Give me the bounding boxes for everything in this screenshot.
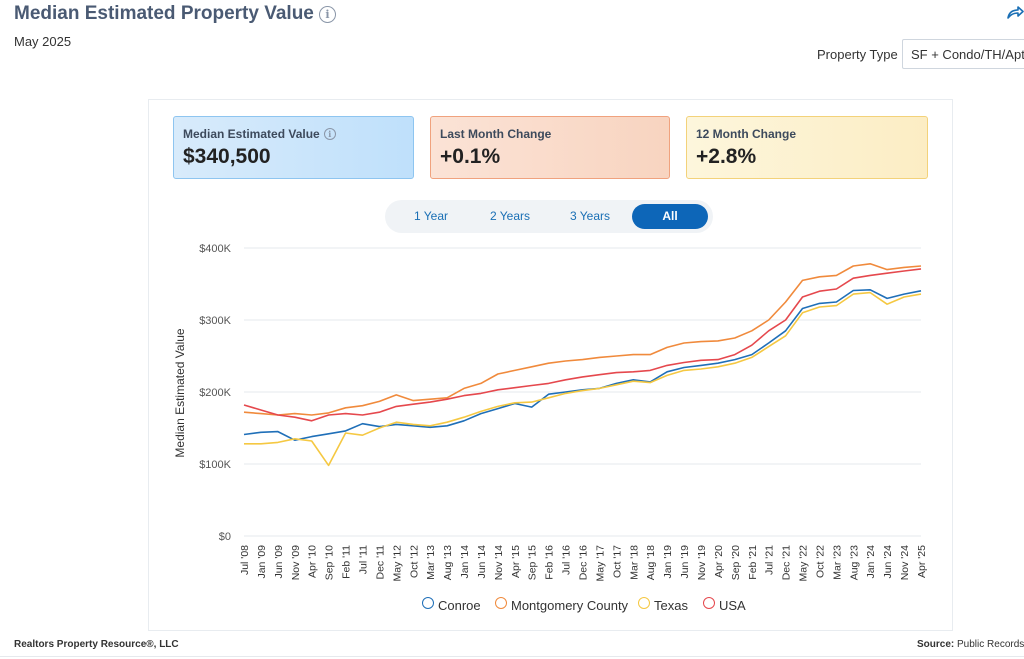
x-tick-label: Jun '24: [882, 545, 894, 579]
x-tick-label: Feb '21: [747, 545, 759, 580]
x-tick-label: Dec '16: [578, 545, 590, 580]
x-tick-label: Apr '20: [713, 545, 725, 578]
x-tick-label: Sep '10: [324, 545, 336, 580]
legend-item-usa[interactable]: USA: [703, 597, 746, 613]
legend-label: USA: [719, 598, 746, 613]
x-tick-label: Jan '14: [459, 545, 471, 579]
range-1-year-button[interactable]: 1 Year: [413, 209, 449, 223]
last-month-change-value: +0.1%: [440, 145, 501, 168]
x-tick-label: Aug '23: [848, 545, 860, 580]
x-tick-label: Nov '09: [290, 545, 302, 580]
footer-divider: [0, 656, 1024, 657]
x-tick-label: Jun '14: [476, 545, 488, 579]
legend-item-montgomery-county[interactable]: Montgomery County: [495, 597, 628, 613]
x-tick-label: Aug '13: [442, 545, 454, 580]
x-tick-label: Oct '22: [814, 545, 826, 578]
legend-label: Texas: [654, 598, 688, 613]
x-tick-label: Aug '18: [645, 545, 657, 580]
legend-marker-icon: [422, 597, 434, 609]
time-range-selector: 1 Year 2 Years 3 Years All: [385, 200, 713, 233]
source-label: Source:: [917, 639, 955, 650]
x-tick-label: Mar '13: [425, 545, 437, 580]
median-value: $340,500: [183, 145, 271, 168]
legend-item-conroe[interactable]: Conroe: [422, 597, 481, 613]
median-value-card: Median Estimated Value i $340,500: [173, 116, 414, 179]
x-tick-label: Jun '09: [273, 545, 285, 579]
x-tick-label: Apr '15: [510, 545, 522, 578]
series-line-usa[interactable]: [243, 268, 922, 422]
x-tick-label: Apr '10: [307, 545, 319, 578]
y-axis-label: Median Estimated Value: [173, 328, 187, 458]
series-line-conroe[interactable]: [243, 289, 922, 441]
median-value-label: Median Estimated Value: [183, 127, 320, 141]
x-tick-label: Jul '11: [357, 545, 369, 574]
y-tick-label: $0: [219, 531, 231, 543]
x-tick-label: Feb '16: [544, 545, 556, 580]
x-tick-label: Jul '08: [239, 545, 251, 575]
x-tick-label: Oct '12: [408, 545, 420, 578]
x-tick-label: May '22: [798, 545, 810, 582]
x-tick-label: Sep '20: [730, 545, 742, 580]
x-tick-label: Apr '25: [916, 545, 928, 578]
source-value: Public Records: [957, 639, 1024, 650]
share-icon[interactable]: [1006, 4, 1024, 25]
page-subtitle: May 2025: [14, 34, 72, 49]
y-tick-label: $400K: [199, 243, 231, 255]
x-tick-label: May '17: [594, 545, 606, 582]
twelve-month-change-label: 12 Month Change: [696, 127, 797, 141]
x-tick-label: Sep '15: [527, 545, 539, 580]
x-tick-label: Jul '21: [764, 545, 776, 575]
last-month-change-card: Last Month Change +0.1%: [430, 116, 670, 179]
legend-label: Conroe: [438, 598, 481, 613]
series-line-montgomery-county[interactable]: [243, 263, 922, 416]
series-line-texas[interactable]: [244, 291, 922, 467]
range-2-years-button[interactable]: 2 Years: [489, 209, 531, 223]
property-type-select[interactable]: SF + Condo/TH/Apt: [902, 39, 1024, 69]
legend-marker-icon: [638, 597, 650, 609]
x-tick-label: Jun '19: [679, 545, 691, 579]
x-tick-label: Feb '11: [341, 545, 353, 579]
x-tick-label: Dec '11: [374, 545, 386, 580]
range-all-button[interactable]: All: [632, 204, 708, 229]
x-tick-label: Oct '17: [611, 545, 623, 578]
legend-marker-icon: [703, 597, 715, 609]
x-tick-label: Mar '23: [831, 545, 843, 580]
chart-panel: [148, 99, 953, 631]
legend-item-texas[interactable]: Texas: [638, 597, 688, 613]
last-month-change-label: Last Month Change: [440, 127, 552, 141]
legend-marker-icon: [495, 597, 507, 609]
footer-copyright: Realtors Property Resource®, LLC: [14, 639, 179, 650]
x-tick-label: Jul '16: [561, 545, 573, 575]
info-icon[interactable]: i: [319, 6, 336, 23]
range-3-years-button[interactable]: 3 Years: [569, 209, 611, 223]
x-tick-label: Jan '19: [662, 545, 674, 579]
y-tick-label: $200K: [199, 387, 231, 399]
x-tick-label: Nov '14: [493, 545, 505, 580]
footer-source: Source: Public Records: [917, 639, 1024, 650]
page-title: Median Estimated Property Value: [14, 3, 314, 24]
twelve-month-change-card: 12 Month Change +2.8%: [686, 116, 928, 179]
x-tick-label: Mar '18: [628, 545, 640, 580]
property-type-label: Property Type: [817, 47, 898, 62]
x-tick-label: Nov '19: [696, 545, 708, 580]
x-tick-label: Dec '21: [781, 545, 793, 580]
y-tick-label: $300K: [199, 315, 231, 327]
x-tick-label: May '12: [391, 545, 403, 582]
twelve-month-change-value: +2.8%: [696, 145, 757, 168]
legend-label: Montgomery County: [511, 598, 629, 613]
y-tick-label: $100K: [199, 459, 231, 471]
x-tick-label: Jan '24: [865, 545, 877, 579]
info-icon[interactable]: i: [323, 128, 336, 140]
x-tick-label: Nov '24: [899, 545, 911, 580]
x-tick-label: Jan '09: [256, 545, 268, 579]
